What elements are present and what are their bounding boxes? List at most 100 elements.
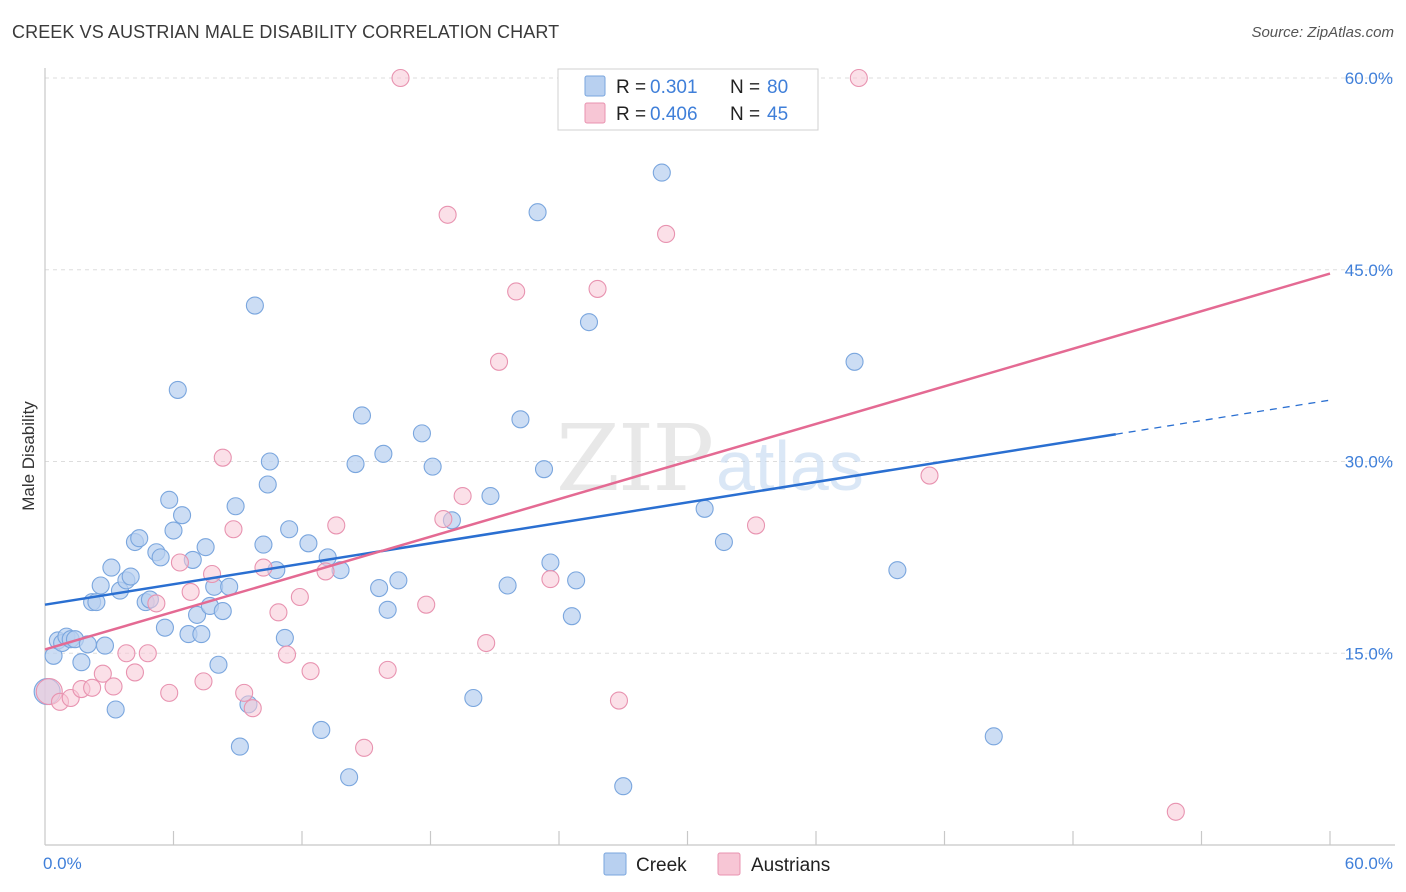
legend-swatch [584, 75, 606, 97]
creek-point [230, 737, 249, 756]
creek-point [213, 602, 232, 621]
creek-point [164, 521, 183, 540]
creek-point [121, 567, 140, 586]
creek-point [102, 558, 121, 577]
austrians-point [213, 448, 232, 467]
creek-point [280, 520, 299, 539]
creek-point [192, 625, 211, 644]
legend-n-label: N = [730, 104, 760, 125]
austrians-trend-line [44, 272, 1331, 651]
series-legend-label: Creek [636, 855, 687, 876]
creek-point [188, 605, 207, 624]
series-legend-label: Austrians [751, 855, 830, 876]
creek-point [209, 655, 228, 674]
watermark: ZIP atlas [556, 405, 864, 512]
austrians-point [301, 662, 320, 681]
creek-point [714, 532, 733, 552]
austrians-point [327, 516, 346, 535]
series-legend: Creek Austrians [603, 852, 830, 876]
austrians-point [93, 664, 112, 683]
creek-point [196, 538, 215, 557]
creek-point [340, 768, 359, 787]
austrians-point [355, 738, 374, 757]
chart-source: Source: ZipAtlas.com [1251, 24, 1394, 41]
austrians-point [920, 466, 939, 485]
creek-point [511, 410, 530, 429]
chart-title: CREEK VS AUSTRIAN MALE DISABILITY CORREL… [12, 22, 560, 42]
creek-point [579, 313, 599, 332]
creek-point [258, 475, 277, 494]
austrians-point [609, 691, 629, 710]
austrians-point [138, 644, 157, 663]
austrians-point [235, 683, 254, 702]
austrians-point [438, 205, 457, 224]
austrians-point [507, 282, 526, 301]
creek-point [498, 576, 517, 595]
austrians-point [434, 509, 453, 529]
watermark-atlas: atlas [716, 427, 864, 505]
austrians-point [477, 633, 496, 653]
creek-point [254, 535, 273, 554]
creek-point [226, 497, 245, 516]
austrians-point [254, 558, 273, 577]
creek-point [155, 618, 174, 637]
creek-point [91, 576, 110, 595]
austrians-point [125, 663, 144, 682]
axis-labels: 15.0% 30.0% 45.0% 60.0% 0.0% 60.0% Male Disabi… [19, 69, 1393, 873]
austrians-point [453, 486, 472, 506]
creek-point [95, 636, 115, 655]
austrians-point [746, 516, 766, 535]
y-tick-label: 60.0% [1345, 69, 1393, 88]
creek-point [173, 506, 192, 525]
austrians-point [657, 224, 676, 244]
creek-point [652, 163, 671, 182]
creek-point [528, 203, 547, 222]
austrians-point [489, 352, 509, 371]
creek-point [614, 777, 633, 796]
austrians-point [269, 603, 288, 622]
austrians-point [83, 678, 102, 697]
creek-point [389, 571, 408, 590]
austrians-point [277, 645, 297, 664]
creek-point [567, 571, 586, 590]
austrians-point [588, 279, 607, 298]
creek-point [412, 424, 431, 443]
creek-point [423, 457, 442, 476]
series-legend-swatch [603, 852, 627, 876]
legend-n-value: 80 [767, 77, 788, 98]
creek-point [160, 490, 179, 509]
austrians-point [181, 582, 200, 601]
creek-point [245, 296, 264, 315]
creek-trend-extension [1115, 399, 1331, 435]
legend-n-label: N = [730, 77, 760, 98]
austrians-point [541, 570, 560, 589]
austrians-point [117, 644, 136, 663]
austrians-point [160, 683, 179, 702]
legend-r-label: R = [616, 104, 646, 125]
austrians-point [849, 68, 868, 88]
creek-point [275, 628, 294, 647]
y-tick-label: 45.0% [1345, 261, 1393, 280]
austrians-point [290, 587, 309, 607]
axes [44, 68, 1395, 846]
creek-point [984, 727, 1003, 746]
austrians-point [224, 520, 243, 539]
creek-point [352, 406, 372, 425]
creek-point [346, 455, 365, 474]
x-tick-label-min: 0.0% [43, 854, 82, 873]
creek-point [845, 352, 864, 371]
creek-point [378, 600, 397, 619]
creek-point [695, 499, 714, 518]
creek-point [481, 486, 500, 506]
creek-trend-line [44, 432, 1117, 606]
y-axis-label: Male Disability [19, 401, 38, 511]
austrians-point [104, 677, 123, 696]
creek-point [370, 579, 389, 598]
austrians-point [1166, 802, 1185, 821]
creek-point [72, 653, 91, 672]
creek-point [534, 460, 554, 479]
austrians-point [147, 594, 166, 613]
austrians-point [417, 595, 436, 614]
series-legend-swatch [717, 852, 741, 876]
